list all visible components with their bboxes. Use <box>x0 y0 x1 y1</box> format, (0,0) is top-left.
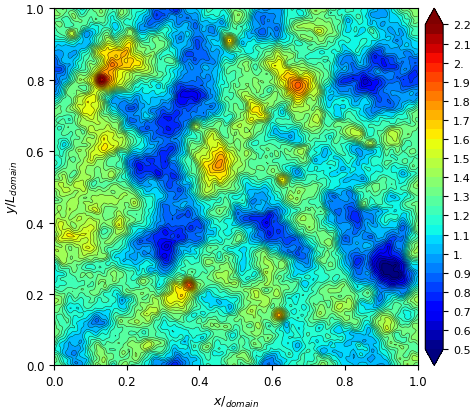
X-axis label: $x/_{domain}$: $x/_{domain}$ <box>213 394 259 409</box>
PathPatch shape <box>425 9 443 25</box>
Y-axis label: $y/L_{domain}$: $y/L_{domain}$ <box>4 161 20 214</box>
PathPatch shape <box>425 349 443 366</box>
